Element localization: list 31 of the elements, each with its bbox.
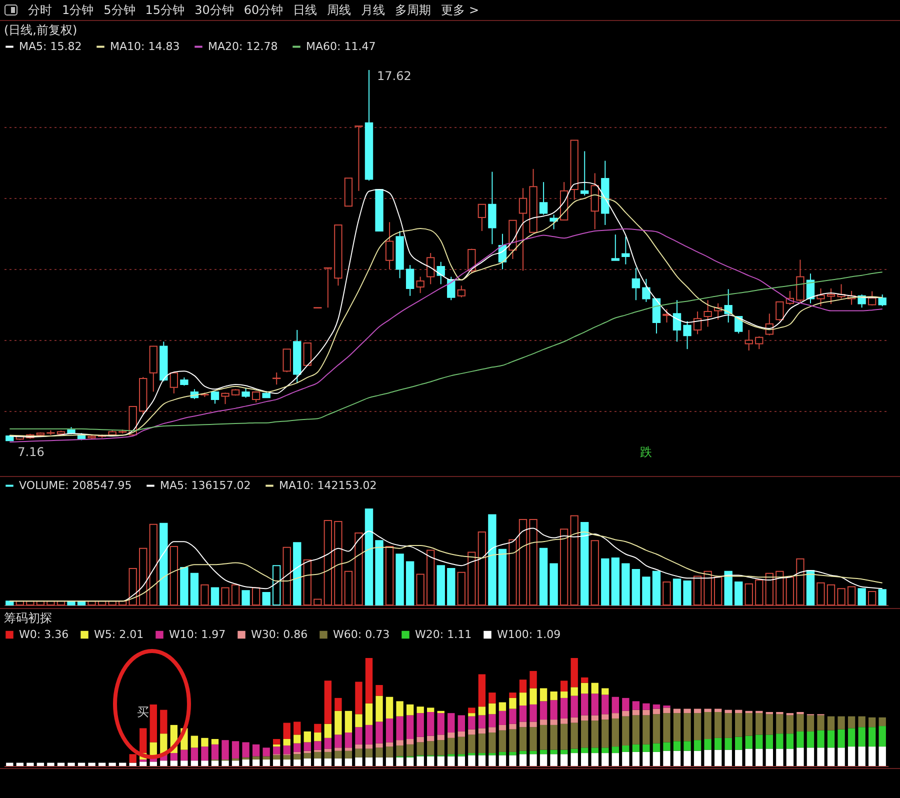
legend-label: MA10: 14.83 bbox=[110, 40, 180, 53]
text: 多周期 bbox=[395, 2, 432, 18]
text: 日线 bbox=[293, 2, 318, 18]
legend-label: MA60: 11.47 bbox=[306, 40, 376, 53]
legend-label: MA10: 142153.02 bbox=[279, 478, 377, 492]
legend-label: W60: 0.73 bbox=[333, 628, 390, 641]
legend-label: MA5: 15.82 bbox=[19, 40, 82, 53]
text: 1分钟 bbox=[62, 2, 94, 18]
text: 分时 bbox=[28, 2, 52, 18]
text: 跌 bbox=[640, 445, 652, 459]
chart-title: (日线,前复权) bbox=[4, 23, 78, 37]
legend-label: W5: 2.01 bbox=[94, 628, 144, 641]
legend-label: MA20: 12.78 bbox=[208, 40, 278, 53]
text: 30分钟 bbox=[194, 2, 234, 18]
text: 5分钟 bbox=[104, 2, 136, 18]
legend-label: W10: 1.97 bbox=[169, 628, 226, 641]
chart-title: 筹码初探 bbox=[4, 611, 52, 625]
text: 月线 bbox=[361, 2, 386, 18]
text: 15分钟 bbox=[145, 2, 185, 18]
legend-label: W0: 3.36 bbox=[19, 628, 69, 641]
annotation: 17.62 bbox=[376, 69, 412, 83]
legend-label: W20: 1.11 bbox=[415, 628, 472, 641]
annotation: 买 bbox=[137, 705, 150, 719]
legend-label: MA5: 136157.02 bbox=[160, 478, 251, 492]
text: 60分钟 bbox=[244, 2, 284, 18]
text: 更多 > bbox=[441, 2, 479, 18]
text: 周线 bbox=[327, 2, 352, 18]
legend-label: VOLUME: 208547.95 bbox=[19, 478, 132, 492]
legend-label: W30: 0.86 bbox=[251, 628, 308, 641]
text: 7.16 bbox=[18, 445, 44, 459]
legend-label: W100: 1.09 bbox=[497, 628, 561, 641]
